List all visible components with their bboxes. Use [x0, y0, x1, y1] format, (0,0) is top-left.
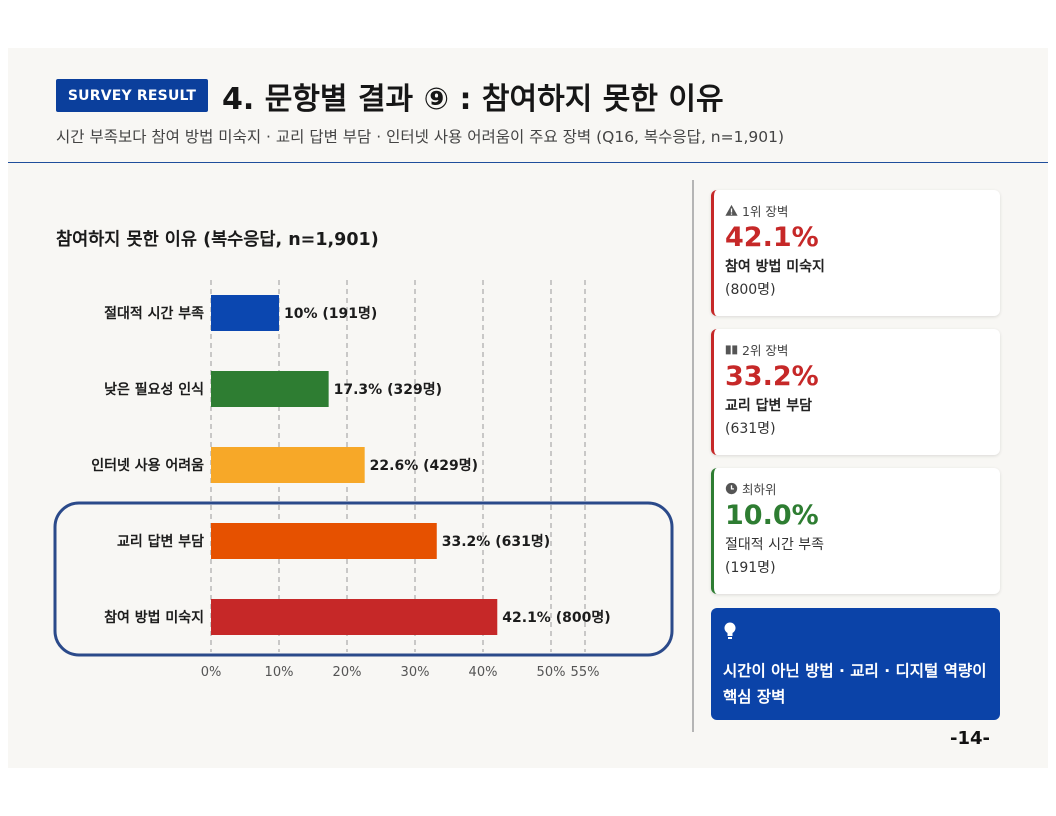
page-title: 4. 문항별 결과 ⑨ : 참여하지 못한 이유 — [222, 82, 724, 117]
bar — [211, 599, 498, 635]
category-label: 절대적 시간 부족 — [104, 305, 204, 322]
card-count: (191명) — [725, 560, 776, 576]
header-divider — [8, 162, 1048, 163]
card-name: 교리 답변 부담 — [725, 398, 813, 414]
category-label: 교리 답변 부담 — [117, 533, 204, 550]
value-label: 42.1% (800명) — [502, 609, 610, 626]
panel-divider — [692, 180, 694, 732]
book-icon — [725, 344, 738, 354]
card-head: 1위 장벽 — [725, 202, 988, 219]
value-label: 17.3% (329명) — [334, 381, 442, 398]
highlight-box — [53, 501, 674, 657]
tick-label: 50% — [537, 665, 566, 680]
bar — [211, 371, 329, 407]
bar — [211, 295, 279, 331]
insight-line-1: 시간이 아닌 방법 · 교리 · 디지털 역량이 — [723, 662, 987, 680]
slide: SURVEY RESULT 4. 문항별 결과 ⑨ : 참여하지 못한 이유 시… — [8, 48, 1048, 768]
tick-label: 40% — [469, 665, 498, 680]
tick-label: 10% — [265, 665, 294, 680]
bar-chart: 0% 10% 20% 30% 40% 50% 55% 절대적 시간 부족 10% (191명) 낮… — [53, 280, 674, 680]
bar — [211, 447, 365, 483]
insight-text: 시간이 아닌 방법 · 교리 · 디지털 역량이 핵심 장벽 — [723, 658, 988, 710]
card-head: 2위 장벽 — [725, 341, 988, 358]
card-rank-1: 1위 장벽 42.1% 참여 방법 미숙지 (800명) — [711, 190, 1000, 316]
lightbulb-icon — [724, 622, 736, 639]
tick-label: 30% — [401, 665, 430, 680]
chart-title: 참여하지 못한 이유 (복수응답, n=1,901) — [56, 230, 379, 250]
value-label: 22.6% (429명) — [370, 457, 478, 474]
bar — [211, 523, 437, 559]
card-count: (631명) — [725, 421, 776, 437]
card-name: 참여 방법 미숙지 — [725, 259, 825, 275]
card-rank-2: 2위 장벽 33.2% 교리 답변 부담 (631명) — [711, 329, 1000, 455]
survey-result-badge: SURVEY RESULT — [56, 79, 208, 112]
card-label: 2위 장벽 — [742, 342, 789, 358]
category-label: 인터넷 사용 어려움 — [91, 457, 204, 474]
page-number: -14- — [950, 728, 990, 749]
card-percent: 10.0% — [725, 500, 819, 531]
page-subtitle: 시간 부족보다 참여 방법 미숙지 · 교리 답변 부담 · 인터넷 사용 어려… — [56, 128, 785, 146]
card-label: 최하위 — [742, 481, 777, 497]
value-label: 33.2% (631명) — [442, 533, 550, 550]
tick-label: 55% — [571, 665, 600, 680]
value-label: 10% (191명) — [284, 305, 377, 322]
clock-icon — [725, 482, 738, 494]
card-name: 절대적 시간 부족 — [725, 537, 825, 553]
tick-label: 20% — [333, 665, 362, 680]
card-head: 최하위 — [725, 480, 988, 497]
card-count: (800명) — [725, 282, 776, 298]
tick-label: 0% — [201, 665, 222, 680]
warning-icon — [725, 204, 738, 216]
card-label: 1위 장벽 — [742, 203, 789, 219]
insight-line-2: 핵심 장벽 — [723, 688, 786, 706]
card-lowest: 최하위 10.0% 절대적 시간 부족 (191명) — [711, 468, 1000, 594]
category-label: 참여 방법 미숙지 — [104, 609, 204, 626]
insight-box: 시간이 아닌 방법 · 교리 · 디지털 역량이 핵심 장벽 — [711, 608, 1000, 720]
category-label: 낮은 필요성 인식 — [104, 381, 204, 398]
card-percent: 33.2% — [725, 361, 819, 392]
card-percent: 42.1% — [725, 222, 819, 253]
